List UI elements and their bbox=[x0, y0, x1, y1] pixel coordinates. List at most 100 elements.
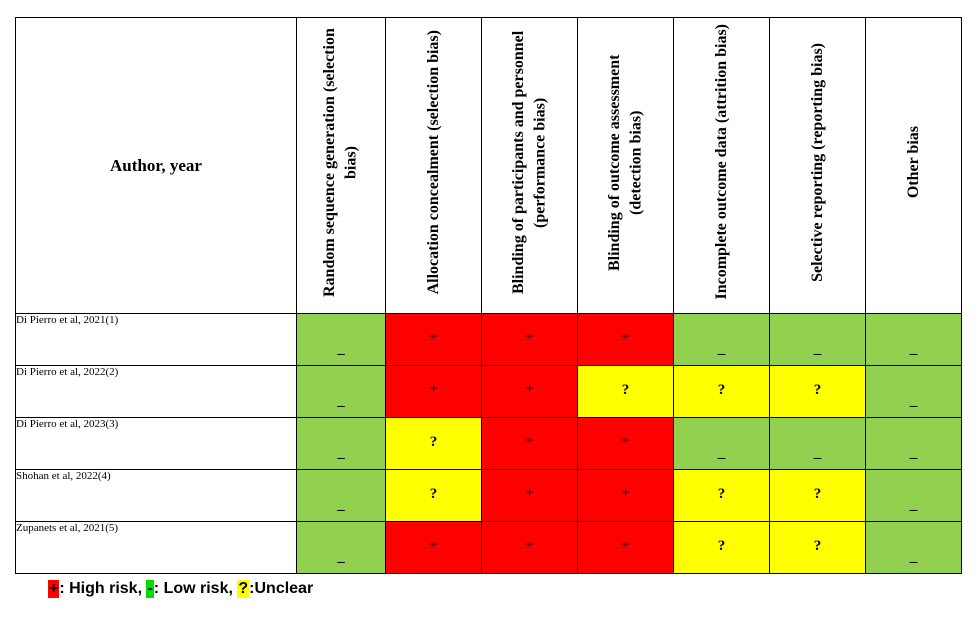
rating-symbol: _ bbox=[813, 445, 822, 461]
rating-symbol: _ bbox=[909, 549, 918, 565]
author-cell: Di Pierro et al, 2023(3) bbox=[15, 417, 297, 470]
rating-cell-low: _ bbox=[296, 417, 386, 470]
rating-symbol: ? bbox=[621, 382, 630, 398]
rating-cell-unclear: ? bbox=[769, 469, 866, 522]
rating-cell-unclear: ? bbox=[673, 365, 770, 418]
rating-symbol: ? bbox=[813, 538, 822, 554]
rating-cell-high: + bbox=[481, 417, 578, 470]
author-cell: Di Pierro et al, 2021(1) bbox=[15, 313, 297, 366]
domain-header: Selective reporting (reporting bias) bbox=[769, 17, 866, 314]
table-row: Di Pierro et al, 2023(3) _? + + _ _ _ bbox=[15, 417, 962, 470]
domain-header: Blinding of participants and personnel (… bbox=[481, 17, 578, 314]
table-row: Shohan et al, 2022(4) _? + +?? _ bbox=[15, 469, 962, 522]
rating-cell-high: + bbox=[577, 417, 674, 470]
domain-header-label: Blinding of participants and personnel (… bbox=[509, 30, 549, 294]
rating-cell-unclear: ? bbox=[673, 521, 770, 574]
high-risk-label: : High risk, bbox=[59, 580, 147, 597]
rating-cell-high: + bbox=[577, 521, 674, 574]
rating-symbol: _ bbox=[909, 341, 918, 357]
rating-symbol: + bbox=[621, 433, 630, 449]
table-row: Di Pierro et al, 2021(1) _ + + + _ _ _ bbox=[15, 313, 962, 366]
domain-header-label: Random sequence generation (selection bi… bbox=[321, 27, 360, 297]
rating-symbol: _ bbox=[909, 445, 918, 461]
rating-symbol: + bbox=[621, 485, 630, 501]
rating-symbol: ? bbox=[813, 382, 822, 398]
rating-symbol: + bbox=[429, 537, 438, 553]
rating-cell-low: _ bbox=[769, 313, 866, 366]
rating-cell-low: _ bbox=[296, 469, 386, 522]
rating-symbol: _ bbox=[337, 497, 345, 513]
rating-symbol: _ bbox=[337, 445, 345, 461]
rating-symbol: + bbox=[525, 485, 534, 501]
rating-symbol: ? bbox=[717, 486, 726, 502]
rating-cell-low: _ bbox=[296, 521, 386, 574]
rating-cell-unclear: ? bbox=[577, 365, 674, 418]
rating-symbol: _ bbox=[909, 393, 918, 409]
rating-cell-unclear: ? bbox=[769, 521, 866, 574]
author-cell: Di Pierro et al, 2022(2) bbox=[15, 365, 297, 418]
rating-cell-high: + bbox=[481, 313, 578, 366]
domain-header: Blinding of outcome assessment (detectio… bbox=[577, 17, 674, 314]
rating-symbol: + bbox=[525, 381, 534, 397]
rating-symbol: ? bbox=[429, 434, 438, 450]
domain-header-label: Other bias bbox=[904, 126, 922, 199]
risk-of-bias-table: Author, year Random sequence generation … bbox=[15, 17, 962, 574]
table-row: Di Pierro et al, 2022(2) _ + +??? _ bbox=[15, 365, 962, 418]
rating-cell-unclear: ? bbox=[769, 365, 866, 418]
high-risk-swatch: + bbox=[48, 580, 60, 598]
unclear-swatch: ? bbox=[237, 580, 250, 598]
rating-cell-low: _ bbox=[673, 313, 770, 366]
rating-cell-high: + bbox=[577, 313, 674, 366]
rating-cell-low: _ bbox=[865, 313, 962, 366]
unclear-label: :Unclear bbox=[249, 580, 314, 597]
rating-cell-high: + bbox=[481, 365, 578, 418]
rating-cell-low: _ bbox=[865, 521, 962, 574]
author-year-header: Author, year bbox=[15, 17, 297, 314]
table-row: Zupanets et al, 2021(5) _ + + +?? _ bbox=[15, 521, 962, 574]
rating-cell-high: + bbox=[577, 469, 674, 522]
rating-symbol: ? bbox=[429, 486, 438, 502]
rating-cell-high: + bbox=[481, 469, 578, 522]
rating-cell-unclear: ? bbox=[385, 417, 482, 470]
rating-cell-low: _ bbox=[673, 417, 770, 470]
domain-header: Incomplete outcome data (attrition bias) bbox=[673, 17, 770, 314]
rating-symbol: _ bbox=[337, 341, 345, 357]
low-risk-label: : Low risk, bbox=[153, 580, 238, 597]
rating-symbol: ? bbox=[813, 486, 822, 502]
legend: +: High risk, -: Low risk, ?:Unclear bbox=[48, 580, 313, 598]
rating-symbol: _ bbox=[717, 445, 726, 461]
rating-cell-high: + bbox=[385, 521, 482, 574]
domain-header-label: Allocation concealment (selection bias) bbox=[424, 30, 442, 295]
rating-symbol: + bbox=[429, 329, 438, 345]
author-cell: Shohan et al, 2022(4) bbox=[15, 469, 297, 522]
rating-symbol: + bbox=[525, 537, 534, 553]
domain-header-label: Blinding of outcome assessment (detectio… bbox=[605, 53, 645, 271]
table-body: Di Pierro et al, 2021(1) _ + + + _ _ _ Di Pierro… bbox=[15, 313, 962, 574]
rating-cell-high: + bbox=[481, 521, 578, 574]
rating-cell-low: _ bbox=[865, 469, 962, 522]
rating-symbol: ? bbox=[717, 538, 726, 554]
rating-cell-unclear: ? bbox=[385, 469, 482, 522]
domain-header: Allocation concealment (selection bias) bbox=[385, 17, 482, 314]
rating-symbol: _ bbox=[909, 497, 918, 513]
rating-cell-unclear: ? bbox=[673, 469, 770, 522]
rating-symbol: _ bbox=[813, 341, 822, 357]
rating-symbol: _ bbox=[717, 341, 726, 357]
rating-symbol: + bbox=[525, 433, 534, 449]
low-risk-swatch: - bbox=[146, 580, 154, 598]
domain-header: Other bias bbox=[865, 17, 962, 314]
rating-cell-low: _ bbox=[296, 365, 386, 418]
rating-symbol: + bbox=[621, 537, 630, 553]
rating-symbol: + bbox=[525, 329, 534, 345]
rating-symbol: + bbox=[429, 381, 438, 397]
domain-header: Random sequence generation (selection bi… bbox=[296, 17, 386, 314]
rating-cell-low: _ bbox=[865, 365, 962, 418]
rating-symbol: + bbox=[621, 329, 630, 345]
rating-cell-low: _ bbox=[296, 313, 386, 366]
rating-symbol: _ bbox=[337, 393, 345, 409]
author-cell: Zupanets et al, 2021(5) bbox=[15, 521, 297, 574]
domain-header-label: Selective reporting (reporting bias) bbox=[808, 42, 826, 282]
rating-cell-low: _ bbox=[865, 417, 962, 470]
domain-header-label: Incomplete outcome data (attrition bias) bbox=[712, 24, 730, 300]
rating-cell-low: _ bbox=[769, 417, 866, 470]
